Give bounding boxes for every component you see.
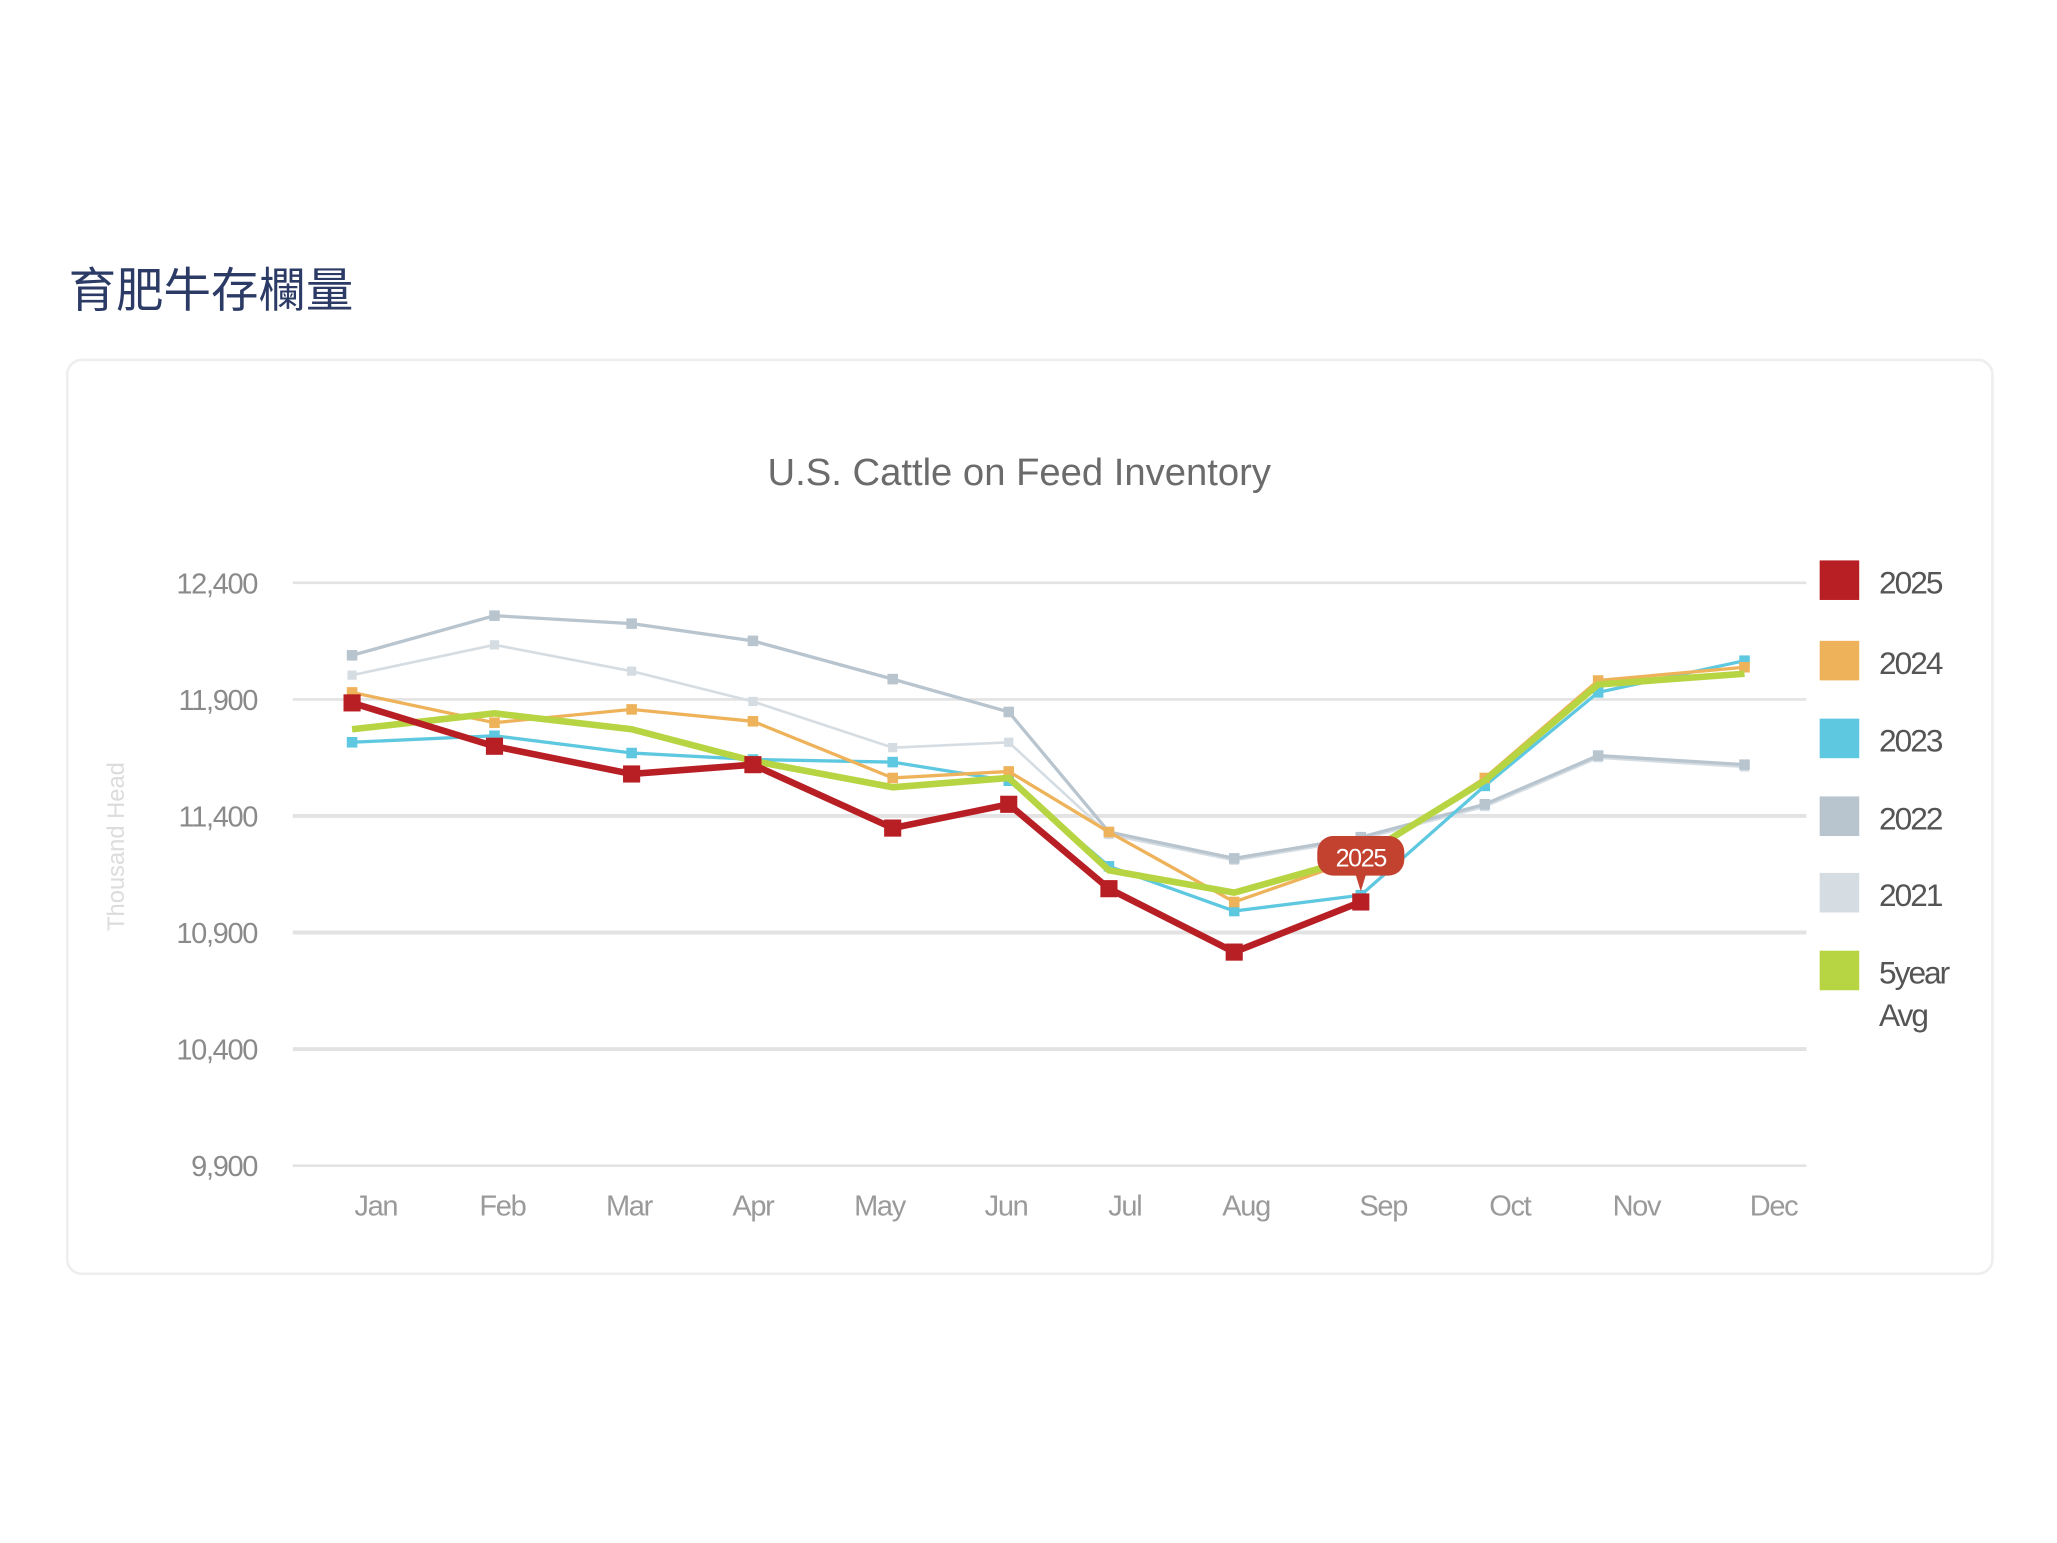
data-point <box>1003 766 1015 777</box>
data-point <box>887 756 898 768</box>
data-point <box>1225 943 1243 961</box>
data-point <box>1739 759 1750 770</box>
data-point <box>347 670 357 680</box>
legend-swatch <box>1819 796 1860 836</box>
y-tick-label: 9,900 <box>191 1151 257 1183</box>
x-tick-label: Sep <box>1359 1191 1407 1223</box>
data-point <box>489 640 500 650</box>
data-point <box>1479 799 1491 810</box>
y-tick-label: 11,900 <box>178 685 257 717</box>
legend-swatch <box>1819 560 1860 600</box>
data-point <box>1100 880 1118 898</box>
y-tick-label: 10,900 <box>176 918 257 950</box>
x-tick-label: Mar <box>606 1191 654 1223</box>
legend-swatch <box>1819 950 1860 991</box>
series-2023 <box>346 655 1750 917</box>
data-point <box>1479 780 1491 792</box>
data-point <box>489 717 500 728</box>
y-axis-label: Thousand Head <box>104 762 130 931</box>
data-point <box>1103 826 1115 838</box>
data-point <box>623 765 641 783</box>
data-point <box>343 694 361 712</box>
x-tick-label: Jul <box>1108 1191 1141 1223</box>
legend-item: 2025 <box>1819 560 1945 600</box>
tooltip-label: 2025 <box>1336 844 1387 872</box>
data-point <box>485 737 504 755</box>
page-title: 育肥牛存欄量 <box>68 265 354 320</box>
data-point <box>489 610 500 621</box>
data-point <box>1228 905 1240 917</box>
y-tick-label: 10,400 <box>176 1035 257 1067</box>
data-point <box>884 819 902 837</box>
tooltip-pointer <box>1355 874 1367 892</box>
x-tick-label: Aug <box>1222 1191 1270 1223</box>
legend-label: 2025 <box>1879 564 1943 600</box>
data-point <box>748 696 758 707</box>
series-2025 <box>343 694 1370 961</box>
data-point <box>626 747 637 759</box>
data-point <box>1592 687 1604 698</box>
chart-card <box>65 358 1994 1276</box>
data-point <box>1003 706 1015 718</box>
data-point <box>346 650 358 661</box>
legend-item: 2021 <box>1819 872 1945 913</box>
x-tick-label: Dec <box>1750 1191 1798 1223</box>
legend-item: 5year Avg <box>1819 950 1952 1033</box>
x-tick-label: Feb <box>479 1191 525 1223</box>
legend-item: 2023 <box>1819 718 1945 759</box>
data-point <box>626 618 637 629</box>
series-line <box>351 643 1745 862</box>
data-point <box>1000 795 1018 813</box>
legend-label: Avg <box>1879 997 1927 1033</box>
y-tick-label: 12,400 <box>176 568 257 600</box>
data-point <box>626 704 637 715</box>
series-5year-avg <box>351 670 1745 897</box>
x-tick-label: Nov <box>1613 1191 1662 1223</box>
data-point <box>744 756 762 774</box>
tooltip: 2025 <box>1317 836 1405 892</box>
series-line <box>351 670 1745 897</box>
chart-title: U.S. Cattle on Feed Inventory <box>768 451 1272 494</box>
series-line <box>351 614 1745 861</box>
series-2021 <box>347 640 1750 865</box>
y-tick-label: 11,400 <box>178 801 257 833</box>
legend-item: 2024 <box>1819 640 1945 681</box>
data-point <box>1228 896 1240 908</box>
x-tick-label: Apr <box>732 1191 775 1223</box>
data-point <box>346 737 358 748</box>
data-point <box>1228 853 1240 864</box>
data-point <box>888 743 898 753</box>
data-point <box>887 772 898 784</box>
legend-label: 2024 <box>1879 645 1943 681</box>
legend-swatch <box>1819 718 1860 759</box>
data-point <box>1739 661 1750 673</box>
data-point <box>1592 750 1604 761</box>
legend-swatch <box>1819 640 1860 681</box>
legend-label: 2022 <box>1879 800 1942 836</box>
legend-swatch <box>1819 872 1860 913</box>
data-point <box>1592 675 1604 686</box>
legend-item: 2022 <box>1819 796 1944 836</box>
data-point <box>489 730 500 742</box>
x-tick-label: Jun <box>985 1191 1028 1223</box>
series-line <box>351 699 1363 956</box>
data-point <box>887 673 898 685</box>
x-tick-label: Oct <box>1489 1191 1531 1223</box>
data-point <box>1352 893 1370 911</box>
legend-label: 2021 <box>1879 877 1943 913</box>
x-tick-label: May <box>854 1191 907 1223</box>
data-point <box>626 666 637 676</box>
x-tick-label: Jan <box>354 1191 397 1223</box>
data-point <box>1004 737 1014 747</box>
legend-label: 2023 <box>1879 723 1943 759</box>
tooltip-box <box>1317 836 1405 876</box>
data-point <box>747 635 759 647</box>
data-point <box>1739 655 1750 666</box>
legend-label: 5year <box>1879 955 1950 991</box>
data-point <box>747 716 759 727</box>
data-point <box>346 687 358 698</box>
